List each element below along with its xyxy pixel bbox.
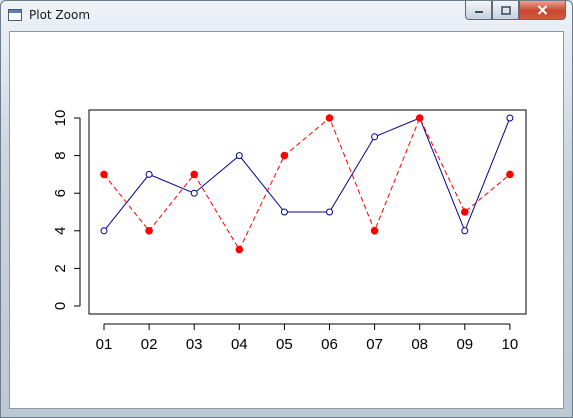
series-2-point <box>415 114 424 122</box>
plot-area: 01 02 03 04 05 06 07 08 09 10 0 2 4 6 8 10 <box>9 31 564 409</box>
series-2-point <box>235 245 244 254</box>
y-tick-label: 8 <box>52 151 69 159</box>
series-2-point <box>145 227 153 235</box>
title-bar[interactable]: Plot Zoom <box>1 1 572 31</box>
series-1-point <box>145 170 153 178</box>
series-1-point <box>280 208 288 216</box>
minimize-button[interactable] <box>465 1 492 20</box>
y-tick-label: 2 <box>52 264 69 272</box>
x-tick-label: 06 <box>321 336 338 353</box>
series-1-point <box>100 227 108 235</box>
series-2-point <box>325 114 334 122</box>
x-tick-label: 10 <box>502 336 519 353</box>
series-2-point <box>370 227 379 235</box>
x-tick-label: 04 <box>231 336 248 353</box>
series-1-point <box>506 114 514 122</box>
close-button[interactable] <box>519 1 566 20</box>
window-title: Plot Zoom <box>29 8 91 22</box>
close-icon <box>537 5 548 15</box>
series-1-point <box>326 208 333 216</box>
window-icon[interactable] <box>8 9 22 21</box>
y-tick-label: 10 <box>52 110 69 127</box>
maximize-icon <box>500 5 511 15</box>
series-2-point <box>100 170 108 179</box>
x-tick-label: 05 <box>276 336 293 353</box>
series-2-point <box>190 170 198 179</box>
x-tick-label: 09 <box>456 336 473 353</box>
series-2-point <box>280 151 289 160</box>
x-tick-label: 02 <box>141 336 158 353</box>
y-tick-label: 0 <box>52 302 69 310</box>
y-tick-label: 6 <box>52 189 69 197</box>
x-tick-label: 08 <box>411 336 428 353</box>
plot-frame <box>88 109 527 315</box>
series-1-point <box>235 152 243 160</box>
series-1-point <box>461 227 469 235</box>
window-controls <box>465 1 566 21</box>
minimize-icon <box>474 11 483 13</box>
maximize-button[interactable] <box>492 1 519 20</box>
x-tick-label: 01 <box>96 336 113 353</box>
x-tick-label: 07 <box>366 336 383 353</box>
series-1-point <box>190 189 198 197</box>
series-1-point <box>371 133 379 141</box>
series-line-2 <box>103 116 511 251</box>
series-2-point <box>506 170 514 179</box>
series-line-1 <box>103 117 511 233</box>
x-tick-label: 03 <box>186 336 203 353</box>
y-tick-label: 4 <box>52 227 69 235</box>
series-2-point <box>461 208 469 216</box>
